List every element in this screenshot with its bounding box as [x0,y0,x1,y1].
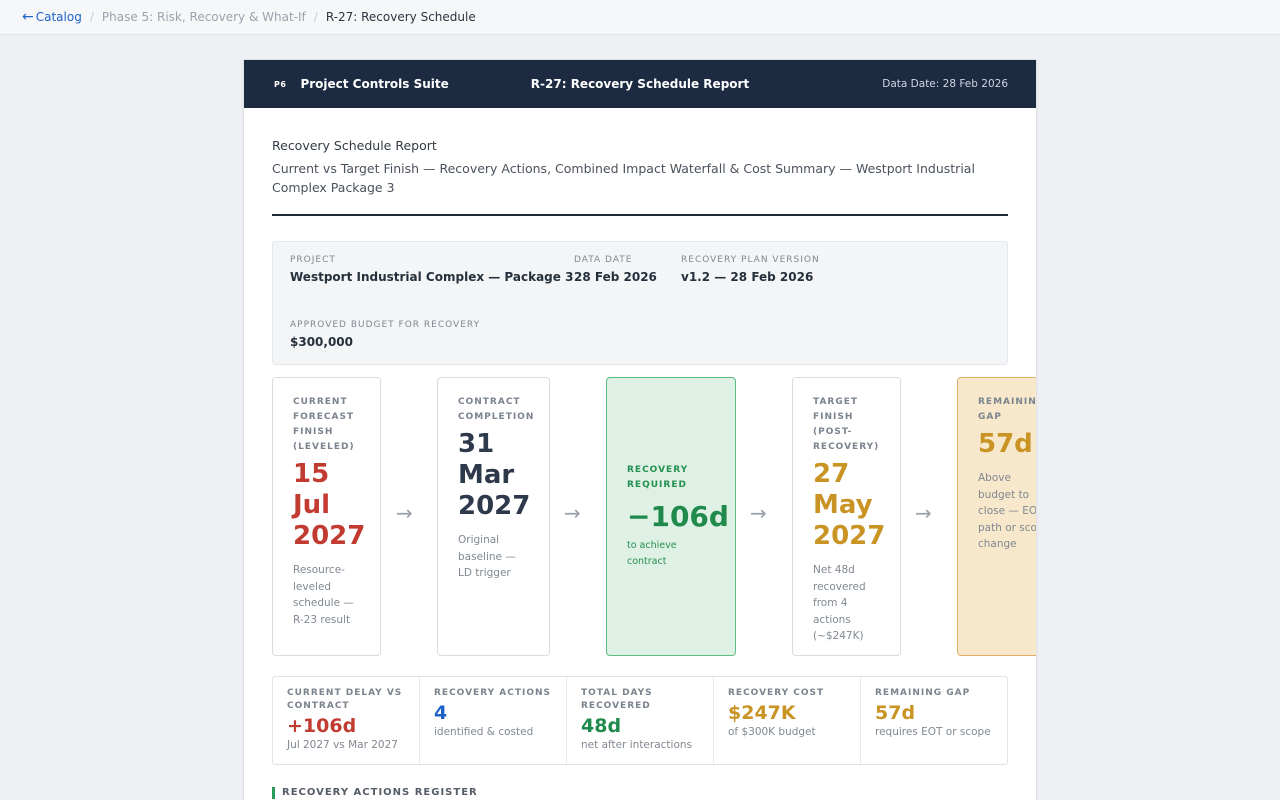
title-divider [272,214,1008,216]
back-to-catalog-link[interactable]: ← Catalog [22,10,82,24]
kpi-label: RECOVERY ACTIONS [434,688,552,698]
info-value: v1.2 — 28 Feb 2026 [681,270,814,284]
back-link-label: Catalog [35,10,82,24]
card-note: to achieve contract [627,539,677,568]
header-data-date: Data Date: 28 Feb 2026 [882,78,1008,90]
card-label: CONTRACT COMPLETION [458,397,535,422]
info-label: DATA DATE [574,255,633,265]
arrow-right-icon: → [750,501,767,525]
card-label: REMAINING GAP [978,397,1036,422]
kpi-sub: of $300K budget [728,726,816,738]
kpi-current-delay: CURRENT DELAY VS CONTRACT +106d Jul 2027… [273,677,420,764]
breadcrumb: ← Catalog / Phase 5: Risk, Recovery & Wh… [0,0,1280,35]
kpi-recovery-cost: RECOVERY COST $247K of $300K budget [714,677,861,764]
report-subtitle: Current vs Target Finish — Recovery Acti… [272,161,975,195]
back-arrow-icon: ← [22,9,34,25]
card-remaining-gap: REMAINING GAP 57d Above budget to close … [957,377,1036,656]
card-label: TARGET FINISH (POST-RECOVERY) [813,397,880,452]
card-value: −106d [627,499,729,533]
kpi-value: $247K [728,702,796,724]
kpi-value: 4 [434,702,448,724]
recovery-flow: CURRENT FORECAST FINISH (LEVELED) 15 Jul… [272,377,1036,656]
card-current-forecast: CURRENT FORECAST FINISH (LEVELED) 15 Jul… [272,377,381,656]
kpi-label: RECOVERY COST [728,688,825,698]
card-note: Net 48d recovered from 4 actions (~$247K… [813,564,866,642]
kpi-sub: Jul 2027 vs Mar 2027 [287,739,398,751]
info-budget: APPROVED BUDGET FOR RECOVERY $300,000 [290,320,480,349]
card-value: 31 Mar 2027 [458,429,531,521]
kpi-sub: identified & costed [434,726,534,738]
info-data-date: DATA DATE 28 Feb 2026 [574,255,657,284]
breadcrumb-current: R-27: Recovery Schedule [325,10,476,24]
section-heading-actions-register: RECOVERY ACTIONS REGISTER [272,787,478,799]
card-label: RECOVERY REQUIRED [627,464,689,490]
info-label: RECOVERY PLAN VERSION [681,255,820,265]
breadcrumb-separator: / [89,10,94,24]
card-note: Resource-leveled schedule — R-23 result [293,564,354,626]
info-project: PROJECT Westport Industrial Complex — Pa… [290,255,573,284]
card-label: CURRENT FORECAST FINISH (LEVELED) [293,397,355,452]
info-plan-version: RECOVERY PLAN VERSION v1.2 — 28 Feb 2026 [681,255,820,284]
kpi-label: TOTAL DAYS RECOVERED [581,688,653,711]
kpi-value: +106d [287,715,357,737]
info-value: $300,000 [290,335,354,349]
breadcrumb-separator: / [313,10,318,24]
arrow-right-icon: → [915,501,932,525]
kpi-recovery-actions: RECOVERY ACTIONS 4 identified & costed [420,677,567,764]
kpi-remaining-gap: REMAINING GAP 57d requires EOT or scope [861,677,1007,764]
kpi-sub: net after interactions [581,739,693,751]
breadcrumb-phase[interactable]: Phase 5: Risk, Recovery & What-If [101,10,306,24]
card-note: Original baseline — LD trigger [458,534,516,579]
report-title: Recovery Schedule Report [272,138,437,153]
card-note: Above budget to close — EOT path or scop… [978,472,1036,550]
card-target-finish: TARGET FINISH (POST-RECOVERY) 27 May 202… [792,377,901,656]
p6-logo: P6 [274,79,287,89]
card-contract-completion: CONTRACT COMPLETION 31 Mar 2027 Original… [437,377,550,656]
kpi-label: REMAINING GAP [875,688,971,698]
info-label: PROJECT [290,255,336,265]
suite-name: Project Controls Suite [300,77,449,91]
report-page: P6 Project Controls Suite R-27: Recovery… [244,60,1036,800]
report-header-bar: P6 Project Controls Suite R-27: Recovery… [244,60,1036,108]
card-value: 27 May 2027 [813,459,886,551]
card-value: 57d [978,429,1033,459]
info-label: APPROVED BUDGET FOR RECOVERY [290,320,481,330]
info-value: Westport Industrial Complex — Package 3 [290,270,574,284]
arrow-right-icon: → [564,501,581,525]
kpi-sub: requires EOT or scope [875,726,991,738]
card-recovery-required: RECOVERY REQUIRED −106d to achieve contr… [606,377,736,656]
arrow-right-icon: → [396,501,413,525]
card-value: 15 Jul 2027 [293,459,366,551]
kpi-days-recovered: TOTAL DAYS RECOVERED 48d net after inter… [567,677,714,764]
kpi-strip: CURRENT DELAY VS CONTRACT +106d Jul 2027… [272,676,1008,765]
kpi-label: CURRENT DELAY VS CONTRACT [287,688,403,711]
kpi-value: 57d [875,702,916,724]
project-info-box: PROJECT Westport Industrial Complex — Pa… [272,241,1008,365]
info-value: 28 Feb 2026 [574,270,657,284]
kpi-value: 48d [581,715,622,737]
